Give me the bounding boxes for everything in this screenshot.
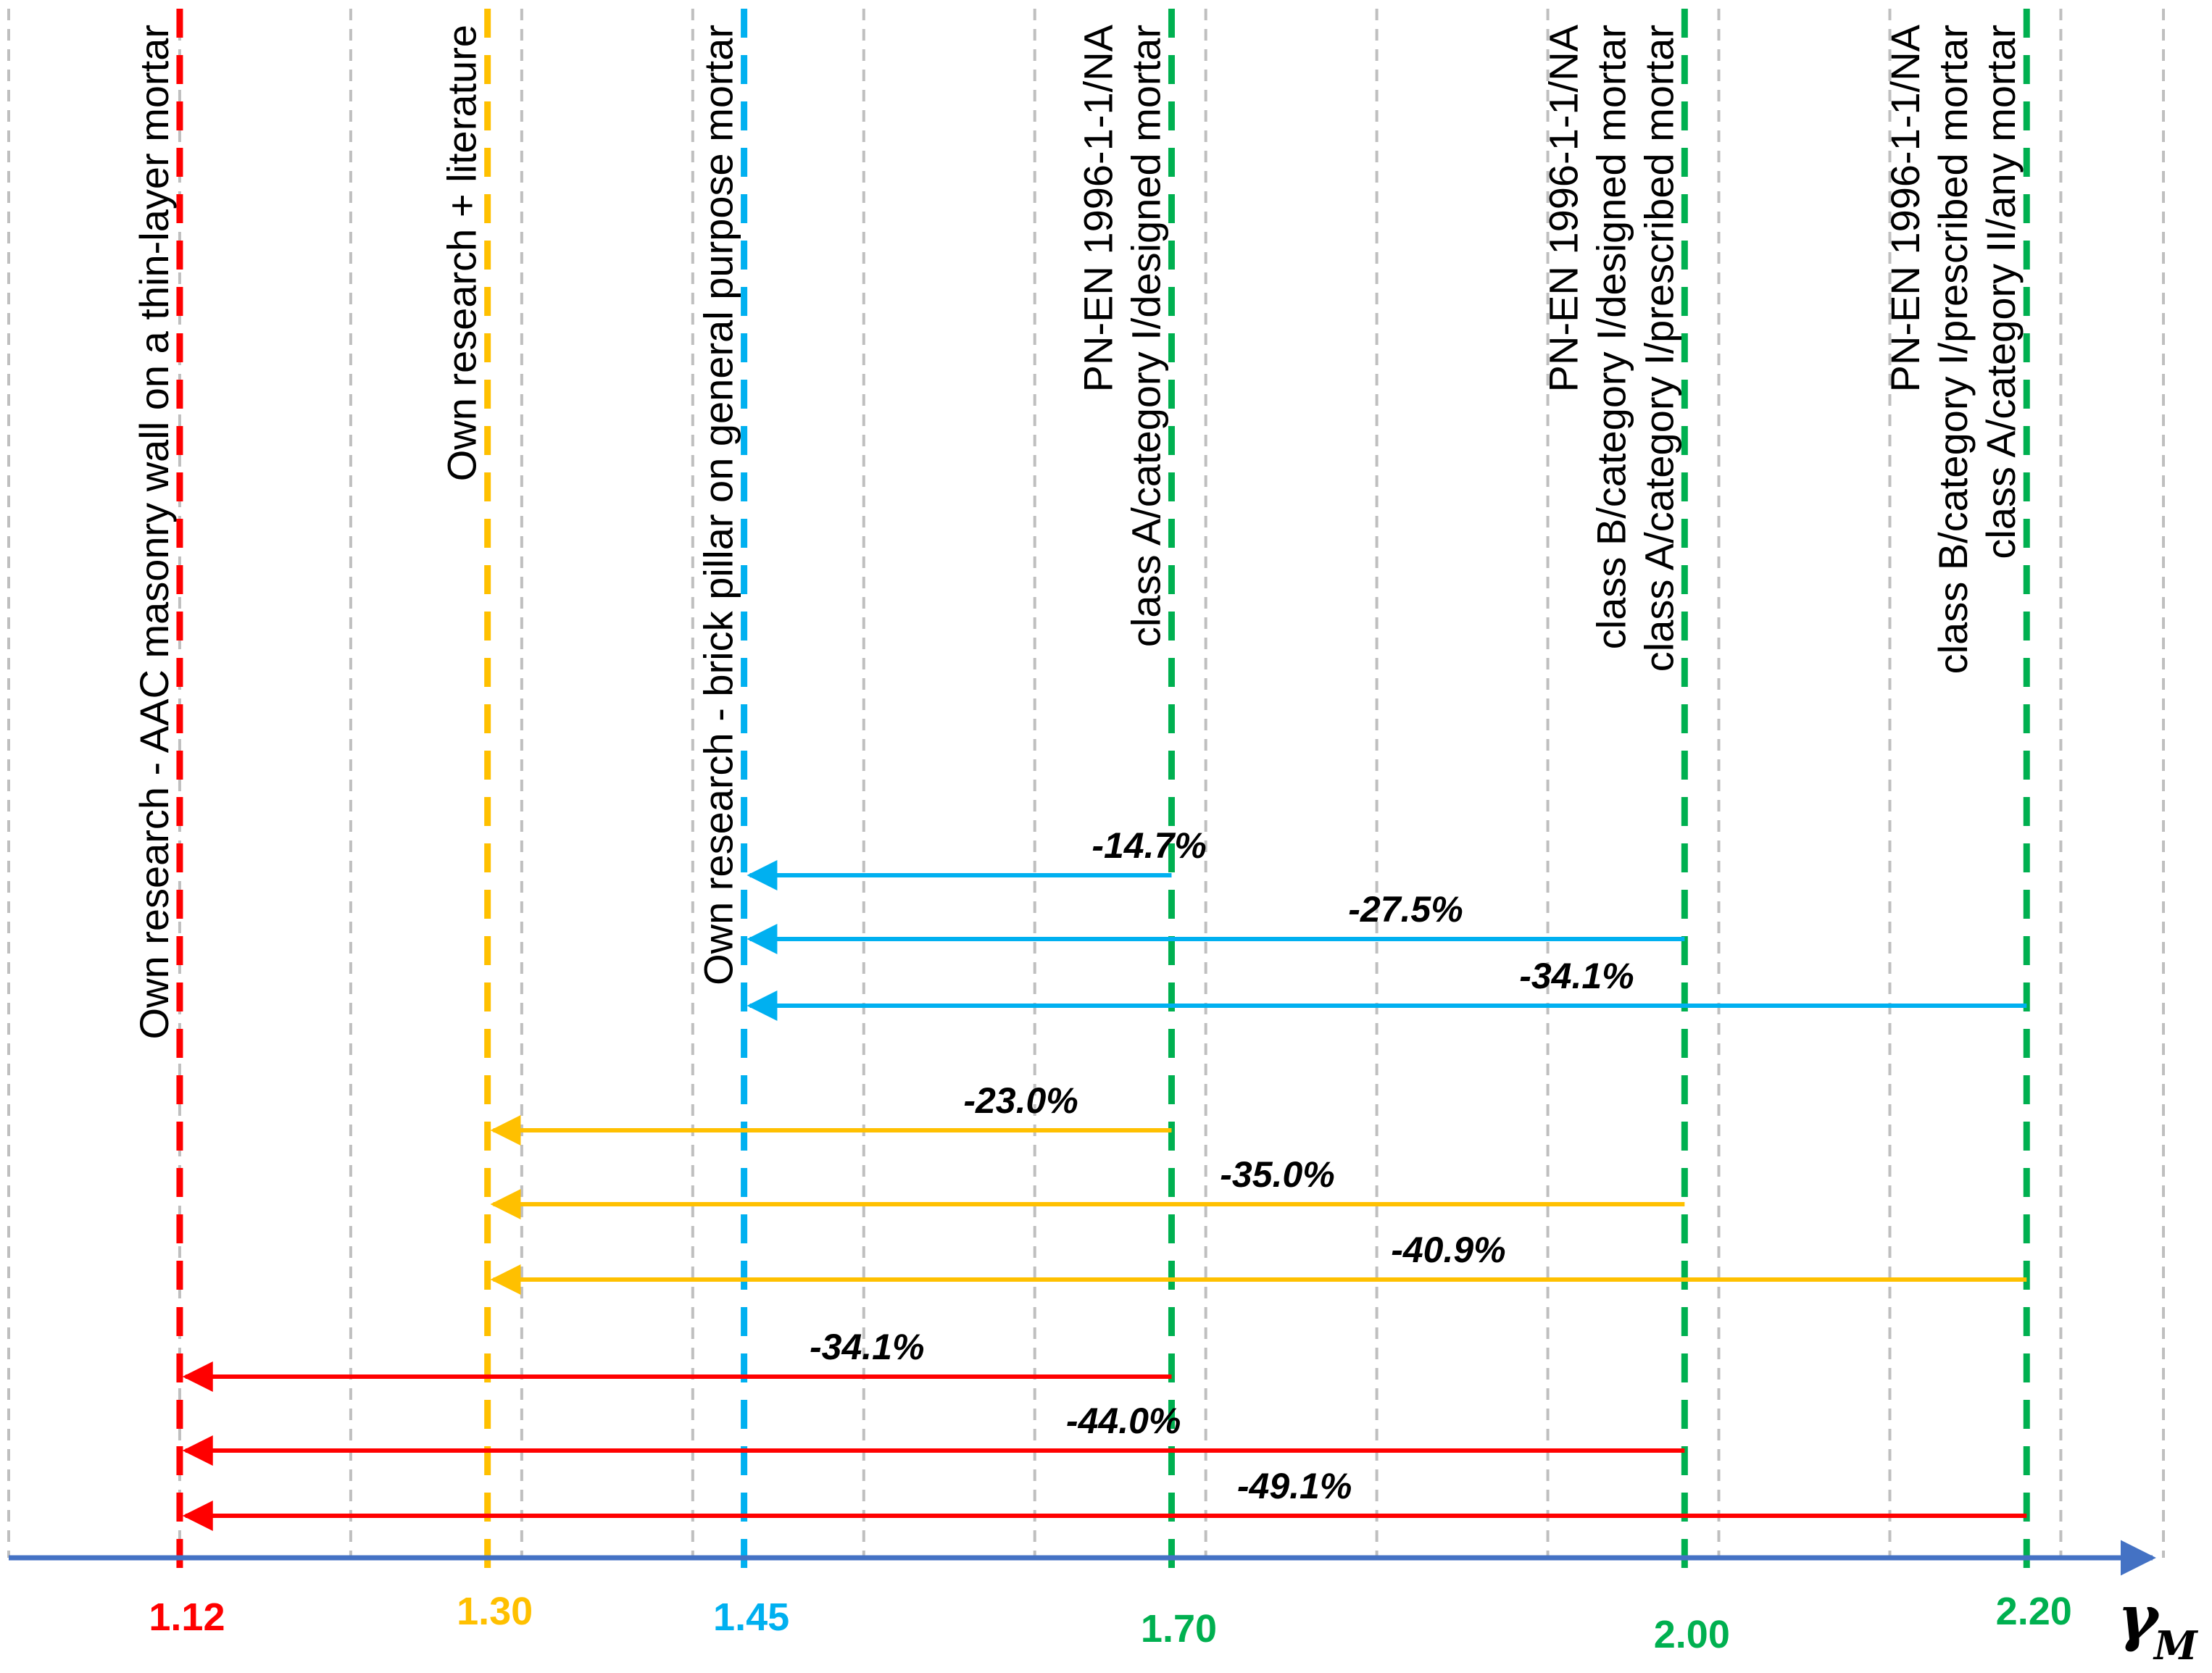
marker-label-1.30-0: Own research + literature [439, 25, 485, 481]
reduction-label-7: -44.0% [1066, 1401, 1181, 1441]
marker-label-2.00-1: class B/category I/designed mortar [1588, 25, 1634, 649]
marker-label-1.12-0: Own research - AAC masonry wall on a thi… [131, 25, 177, 1040]
marker-label-2.20-0: PN-EN 1996-1-1/NA [1882, 24, 1928, 392]
x-axis-label: γ [2118, 1582, 2161, 1653]
reference-lines [176, 9, 2030, 1580]
gridlines [7, 9, 2165, 1558]
reduction-label-5: -40.9% [1391, 1230, 1505, 1270]
reduction-label-6: -34.1% [810, 1327, 924, 1367]
marker-label-2.00-0: PN-EN 1996-1-1/NA [1540, 24, 1586, 392]
reference-line-labels: Own research - AAC masonry wall on a thi… [131, 24, 2024, 1039]
marker-label-1.45-0: Own research - brick pillar on general p… [696, 25, 741, 985]
marker-label-2.20-2: class A/category II/any mortar [1978, 25, 2024, 559]
tick-label-2.20: 2.20 [1996, 1590, 2072, 1633]
tick-label-1.30: 1.30 [457, 1590, 533, 1633]
reduction-label-2: -34.1% [1519, 956, 1634, 996]
reduction-label-8: -49.1% [1237, 1466, 1352, 1506]
marker-label-1.70-1: class A/category I/designed mortar [1123, 25, 1168, 647]
marker-label-1.70-0: PN-EN 1996-1-1/NA [1075, 24, 1120, 392]
reduction-label-0: -14.7% [1092, 825, 1206, 866]
reduction-label-1: -27.5% [1348, 889, 1463, 930]
marker-label-2.00-2: class A/category I/prescribed mortar [1636, 25, 1681, 672]
tick-label-1.12: 1.12 [149, 1595, 225, 1639]
x-axis: 1.12 1.30 1.45 1.70 2.00 2.20 γM [9, 1540, 2199, 1669]
tick-label-1.70: 1.70 [1141, 1607, 1217, 1651]
reduction-arrows: -14.7% -27.5% -34.1% -23.0% -35.0% -40.9% -34.… [182, 825, 2027, 1531]
x-axis-label-subscript: M [2153, 1622, 2199, 1669]
marker-label-2.20-1: class B/category I/prescribed mortar [1930, 25, 1976, 674]
tick-label-1.45: 1.45 [713, 1595, 789, 1639]
tick-label-2.00: 2.00 [1654, 1613, 1730, 1656]
reduction-label-4: -35.0% [1220, 1154, 1334, 1195]
reduction-label-3: -23.0% [963, 1080, 1078, 1121]
